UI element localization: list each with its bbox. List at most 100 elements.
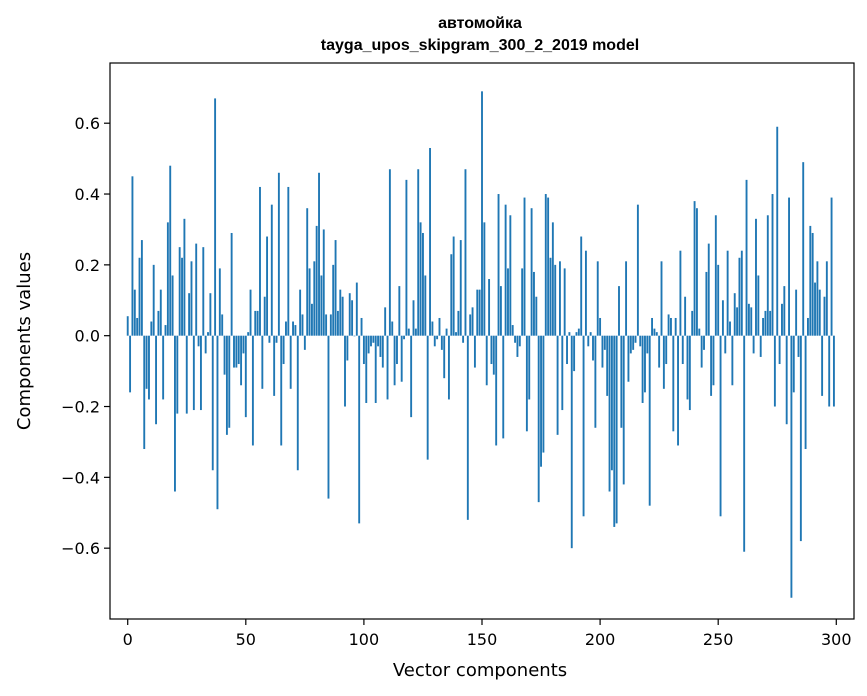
bar-component-99 <box>360 317 363 336</box>
bar-component-129 <box>431 321 434 336</box>
bar-component-190 <box>575 332 578 336</box>
bar-component-209 <box>620 335 623 428</box>
bar-component-227 <box>662 335 665 389</box>
bar-component-213 <box>629 335 632 354</box>
bar-component-245 <box>705 271 708 336</box>
bar-component-259 <box>738 257 741 336</box>
bar-component-163 <box>511 325 514 336</box>
bar-component-108 <box>381 335 384 368</box>
bar-component-229 <box>667 314 670 336</box>
bar-component-28 <box>192 335 195 411</box>
bar-component-92 <box>344 335 346 407</box>
bar-component-208 <box>618 286 620 336</box>
bar-component-100 <box>362 335 365 365</box>
bar-component-266 <box>755 218 757 336</box>
bar-component-80 <box>315 225 318 336</box>
bar-component-219 <box>644 335 646 393</box>
y-tick-label: 0.6 <box>75 114 100 133</box>
bar-component-111 <box>388 169 391 336</box>
bar-component-2 <box>131 176 134 336</box>
bar-component-85 <box>327 335 330 499</box>
bar-component-47 <box>237 335 240 365</box>
bar-component-142 <box>462 335 465 343</box>
bar-component-172 <box>533 271 535 336</box>
bar-component-293 <box>818 289 821 336</box>
bar-component-97 <box>355 282 358 336</box>
bar-component-248 <box>712 335 715 386</box>
bar-component-221 <box>648 335 651 506</box>
x-tick-label: 0 <box>123 630 133 649</box>
bar-component-52 <box>249 289 252 336</box>
bar-component-8 <box>145 335 148 389</box>
bar-component-5 <box>138 257 141 336</box>
x-tick-label: 300 <box>821 630 852 649</box>
bar-component-4 <box>136 317 139 336</box>
bar-component-224 <box>655 332 658 336</box>
bar-component-235 <box>681 335 684 365</box>
bar-component-83 <box>322 229 325 336</box>
bar-component-94 <box>348 293 351 336</box>
bar-component-32 <box>202 247 205 336</box>
bar-component-13 <box>157 310 160 336</box>
bar-component-203 <box>606 335 609 396</box>
bar-component-120 <box>410 335 413 418</box>
y-tick-label: −0.2 <box>61 398 100 417</box>
bar-component-123 <box>417 169 420 336</box>
y-axis: −0.6 −0.4 −0.2 0.0 0.2 0.4 0.6 <box>61 114 110 558</box>
bar-component-29 <box>195 243 198 336</box>
bar-component-112 <box>391 321 394 336</box>
bar-component-64 <box>277 172 280 336</box>
bar-component-43 <box>228 335 231 428</box>
bar-component-196 <box>589 332 592 336</box>
bar-component-124 <box>419 222 422 336</box>
bar-component-277 <box>781 303 783 336</box>
y-tick-label: 0.2 <box>75 256 100 275</box>
bar-component-86 <box>329 314 332 336</box>
bar-component-103 <box>370 335 372 347</box>
bar-component-53 <box>251 335 254 446</box>
bar-component-67 <box>285 321 287 336</box>
bar-component-242 <box>698 328 701 336</box>
bar-component-291 <box>814 282 816 336</box>
bar-component-239 <box>691 310 694 336</box>
bar-component-160 <box>504 204 507 336</box>
bar-component-139 <box>455 332 457 336</box>
bar-component-146 <box>471 307 474 336</box>
bar-component-201 <box>601 335 604 368</box>
bar-component-38 <box>216 335 219 510</box>
bar-component-68 <box>287 186 290 336</box>
bar-component-282 <box>792 335 795 393</box>
bar-component-96 <box>353 335 356 337</box>
bar-component-136 <box>447 335 450 400</box>
bar-component-198 <box>594 335 597 428</box>
bar-component-215 <box>634 335 637 343</box>
bar-component-125 <box>422 232 424 336</box>
bar-component-289 <box>809 225 812 336</box>
bar-component-206 <box>613 335 616 527</box>
bar-component-95 <box>351 300 354 336</box>
bar-component-250 <box>717 264 720 336</box>
bar-component-179 <box>549 257 552 336</box>
bar-component-223 <box>653 328 656 336</box>
bar-component-233 <box>677 335 679 446</box>
bar-component-188 <box>570 335 573 549</box>
bar-component-24 <box>183 218 186 336</box>
bar-component-195 <box>587 335 590 347</box>
bar-component-18 <box>169 165 172 336</box>
bar-component-109 <box>384 307 387 336</box>
bar-component-295 <box>823 296 826 336</box>
bar-component-238 <box>688 335 691 411</box>
x-tick-label: 150 <box>467 630 498 649</box>
bar-component-244 <box>703 335 705 350</box>
bar-component-247 <box>710 335 713 396</box>
x-axis-label: Vector components <box>393 660 567 681</box>
bar-component-187 <box>568 332 571 336</box>
bar-component-17 <box>166 222 169 336</box>
y-axis-label: Components values <box>14 252 35 430</box>
y-tick-label: −0.4 <box>61 468 100 487</box>
bar-component-55 <box>256 310 259 336</box>
bar-component-186 <box>566 335 568 365</box>
bar-component-151 <box>483 222 486 336</box>
bar-component-182 <box>556 335 559 435</box>
bar-component-141 <box>459 240 462 336</box>
